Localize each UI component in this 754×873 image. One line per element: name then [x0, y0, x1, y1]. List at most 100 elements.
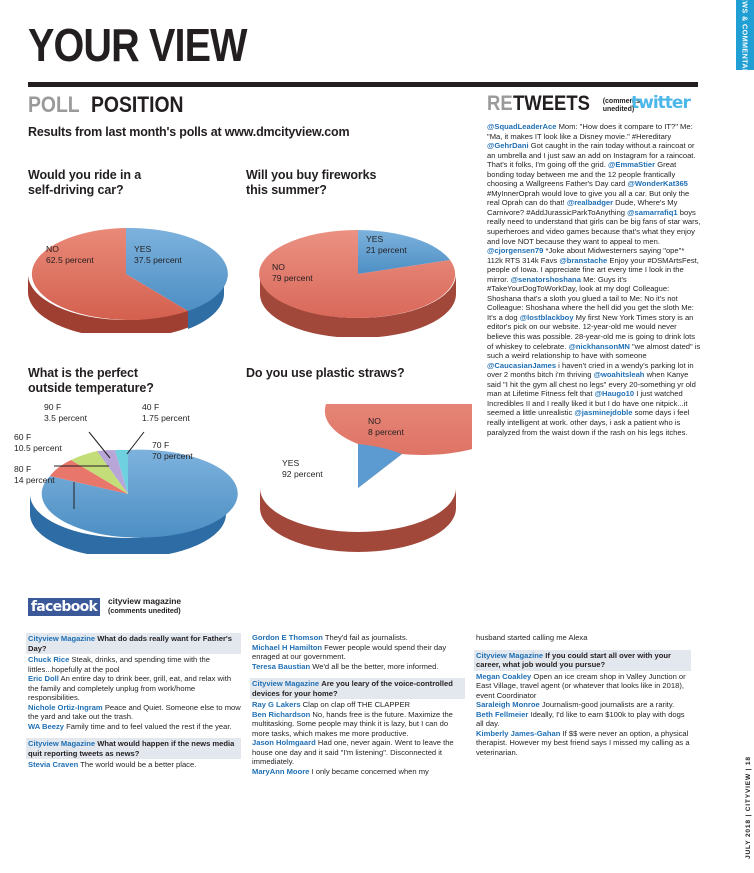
facebook-comment-text: The world would be a better place. [80, 760, 197, 769]
tweet-text: when Kanye said "I hit the gym all chest… [487, 370, 696, 399]
page-footer: JULY 2018 | CITYVIEW | 18 [738, 709, 752, 859]
facebook-comment-author[interactable]: Michael H Hamilton [252, 642, 323, 652]
facebook-question-author[interactable]: Cityview Magazine [28, 739, 96, 748]
facebook-column-2: Gordon E Thomson They'd fail as journali… [250, 633, 465, 777]
facebook-comment-text: No, hands free is the future. Maximize t… [252, 709, 453, 738]
chart-3-title: What is the perfect outside temperature? [28, 366, 238, 396]
page-footer-text: JULY 2018 | CITYVIEW | 18 [745, 756, 752, 859]
tweet-handle[interactable]: @EmmaStier [607, 160, 656, 170]
facebook-comment-text: Journalism-good journalists are a rarity… [541, 700, 675, 709]
tweet-text: *Joke about Midwesterners saying "ope"* … [487, 246, 685, 265]
tweet-handle[interactable]: @jasminejdoble [574, 408, 633, 418]
tweet-text: Enjoy your #DSMArtsFest, people of Iowa.… [487, 255, 699, 284]
tweet-text: boys really need to understand that girl… [487, 207, 701, 246]
tweet-handle[interactable]: @Haugo10 [594, 389, 635, 399]
tweet-handle[interactable]: @SquadLeaderAce [487, 122, 557, 131]
facebook-question: Cityview Magazine What do dads really wa… [26, 633, 241, 654]
poll-subtitle: Results from last month's polls at www.d… [28, 125, 350, 139]
facebook-comment: Nichole Ortiz-Ingram Peace and Quiet. So… [28, 703, 241, 722]
facebook-comment-author[interactable]: Gordon E Thomson [252, 633, 323, 642]
facebook-comment-author[interactable]: Stevia Craven [28, 760, 79, 769]
facebook-question-text: If you could start all over with your ca… [476, 650, 671, 670]
chart-3-label-90f-line1: 90 F [44, 402, 62, 412]
section-tab-news-commentary: NEWS & COMMENTARY [736, 0, 754, 80]
chart-3-label-70f-line1: 70 F [152, 440, 170, 450]
facebook-question-author[interactable]: Cityview Magazine [476, 650, 544, 660]
tweet-text: I just watched Incredibles II and I real… [487, 389, 688, 418]
retweets-heading-word2: TWEETS [513, 92, 591, 115]
facebook-comment-author[interactable]: Megan Coakley [476, 671, 532, 681]
facebook-comment: Ben Richardson No, hands free is the fut… [252, 710, 465, 739]
facebook-comment-author[interactable]: Eric Doll [28, 674, 59, 683]
facebook-comment: Megan Coakley Open an ice cream shop in … [476, 672, 691, 701]
facebook-comment-author[interactable]: MaryAnn Moore [252, 766, 310, 776]
tweet-text: "we almost dated" is such a weird relati… [487, 341, 701, 361]
retweets-list: @SquadLeaderAce Mom: "How does it compar… [487, 122, 701, 437]
tweet-handle[interactable]: @GehrDani [487, 141, 529, 151]
chart-4-pie: NO 8 percent YES 92 percent [244, 367, 521, 554]
facebook-comment-author[interactable]: Jason Holmgaard [252, 738, 316, 747]
chart-3-label-70f-line2: 70 percent [152, 450, 193, 461]
chart-3-title-line1: What is the perfect [28, 366, 138, 380]
facebook-comment-author[interactable]: Kimberly James-Gahan [476, 728, 561, 738]
tweet-handle[interactable]: @woahitsleah [593, 370, 645, 380]
retweets-heading: RE TWEETS (comments unedited) [487, 92, 640, 116]
facebook-comment-author[interactable]: Beth Fellmeier [476, 709, 529, 719]
masthead-title: YOUR VIEW [28, 19, 248, 71]
tweet-handle[interactable]: @senatorshoshana [510, 274, 581, 284]
chart-3-label-60f-line2: 10.5 percent [14, 442, 62, 453]
facebook-comment-author[interactable]: WA Beezy [28, 721, 65, 731]
facebook-page-name: cityview magazine [108, 596, 182, 606]
chart-1-title-line1: Would you ride in a [28, 168, 142, 182]
chart-2-label-yes-line2: 21 percent [366, 244, 407, 255]
facebook-question-text: What would happen if the news media quit… [28, 739, 235, 758]
facebook-comment-author[interactable]: Nichole Ortiz-Ingram [28, 702, 103, 712]
facebook-comment-author[interactable]: Ray G Lakers [252, 700, 301, 709]
tweet-text: My first New York Times story is an edit… [487, 312, 696, 351]
facebook-comment: MaryAnn Moore I only became concerned wh… [252, 767, 465, 777]
chart-3-label-80f-line1: 80 F [14, 464, 32, 474]
chart-3-pie-svg [30, 431, 238, 558]
facebook-comment-text: Family time and to feel valued the rest … [66, 721, 232, 731]
chart-1-title-line2: self-driving car? [28, 183, 124, 197]
facebook-comment-text: Open an ice cream shop in Valley Junctio… [476, 671, 686, 700]
chart-4-label-no-line1: NO [368, 416, 381, 426]
chart-1-pie-svg [28, 227, 228, 338]
facebook-comment: Teresa Baustian We'd all be the better, … [252, 662, 465, 672]
facebook-comment-text: Ideally, I'd like to earn $100k to play … [476, 709, 685, 729]
chart-1-label-no-line1: NO [46, 244, 59, 254]
page-title: YOUR VIEW [28, 22, 282, 68]
facebook-question-author[interactable]: Cityview Magazine [252, 679, 320, 688]
chart-3-label-40f: 40 F 1.75 percent [142, 402, 190, 423]
facebook-question: Cityview Magazine If you could start all… [474, 649, 691, 671]
chart-3-pie: 90 F 3.5 percent 40 F 1.75 percent 60 F … [14, 402, 240, 558]
chart-2-pie: YES 21 percent NO 79 percent [246, 212, 471, 338]
facebook-comment: Gordon E Thomson They'd fail as journali… [252, 633, 465, 643]
tweet-handle[interactable]: @nickhansonMN [568, 341, 630, 351]
facebook-comment: Michael H Hamilton Fewer people would sp… [252, 643, 465, 662]
retweets-heading-word1: RE [487, 92, 513, 115]
tweet-handle[interactable]: @branstache [559, 255, 608, 265]
facebook-comment-author[interactable]: Teresa Baustian [252, 661, 311, 671]
chart-1-pie: NO 62.5 percent YES 37.5 percent [16, 208, 236, 338]
spacer [252, 671, 465, 678]
facebook-comment-author[interactable]: Chuck Rice [28, 655, 70, 664]
facebook-comment: Beth Fellmeier Ideally, I'd like to earn… [476, 710, 691, 729]
facebook-question-author[interactable]: Cityview Magazine [28, 634, 96, 643]
facebook-comment-text: They'd fail as journalists. [324, 633, 408, 642]
tweet-handle[interactable]: @WonderKat365 [627, 179, 688, 189]
chart-3-label-60f-line1: 60 F [14, 432, 32, 442]
tweet-handle[interactable]: @samarrafiq1 [627, 207, 678, 217]
chart-2-label-no: NO 79 percent [272, 262, 313, 283]
facebook-column-3: husband started calling me Alexa Cityvie… [474, 633, 691, 757]
tweet-handle[interactable]: @lostblackboy [519, 312, 574, 322]
tweet-text: some days i feel really intelligent at w… [487, 408, 690, 437]
tweet-handle[interactable]: @CaucasianJames [487, 360, 557, 370]
facebook-comment-author[interactable]: Saraleigh Monroe [476, 700, 540, 709]
tweet-handle[interactable]: @realbadger [566, 198, 614, 208]
facebook-comment-author[interactable]: Ben Richardson [252, 709, 311, 719]
tweet-text: Dude, Where's My Carnivore? #AddJurassic… [487, 198, 678, 217]
chart-2-label-yes: YES 21 percent [366, 234, 407, 255]
tweet-handle[interactable]: @cjorgensen79 [487, 246, 544, 256]
